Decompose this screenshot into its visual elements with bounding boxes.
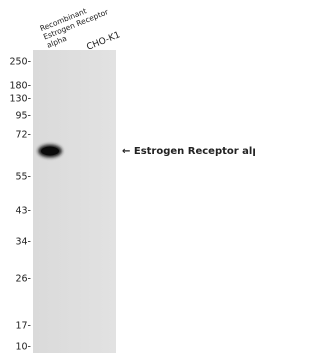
marker-label: 250- xyxy=(9,57,31,68)
marker-label: 55- xyxy=(15,172,31,183)
blot-figure: Recombinant Estrogen Receptor alpha CHO-… xyxy=(0,0,255,353)
membrane xyxy=(33,50,116,353)
band-label: ← Estrogen Receptor alpha xyxy=(122,146,255,157)
page: Recombinant Estrogen Receptor alpha CHO-… xyxy=(0,0,255,353)
lane-label-2: CHO-K1 xyxy=(85,30,121,52)
marker-label: 26- xyxy=(15,274,31,285)
marker-label: 130- xyxy=(9,94,31,105)
marker-label: 95- xyxy=(15,111,31,122)
marker-label: 180- xyxy=(9,81,31,92)
lane-label-line: CHO-K1 xyxy=(85,30,121,52)
marker-label: 10- xyxy=(15,342,31,353)
marker-label: 43- xyxy=(15,206,31,217)
band-core xyxy=(41,147,59,156)
marker-label: 34- xyxy=(15,237,31,248)
marker-label: 17- xyxy=(15,321,31,332)
marker-label: 72- xyxy=(15,130,31,141)
marker-labels: 250- 180- 130- 95- 72- 55- 43- 34- 26- 17- 10- xyxy=(9,57,31,353)
